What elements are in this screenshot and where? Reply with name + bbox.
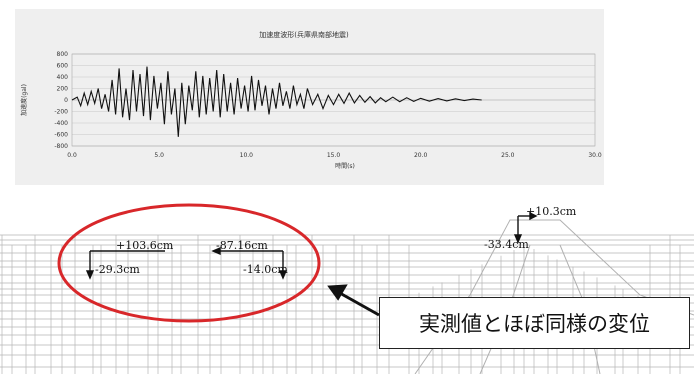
mesh-grid <box>0 234 694 374</box>
y-tick-label: -800 <box>54 143 68 150</box>
x-tick-label: 0.0 <box>67 152 77 159</box>
y-tick-label: 400 <box>57 74 69 81</box>
x-axis-label: 時間(s) <box>335 162 355 170</box>
x-tick-label: 25.0 <box>501 152 515 159</box>
acceleration-chart-panel: 加速度波形(兵庫県南部地震) 800 600 400 200 0 -200 -400 -600… <box>15 9 604 185</box>
callout-arrow <box>327 284 380 317</box>
x-tick-label: 10.0 <box>240 152 254 159</box>
acceleration-chart: 加速度波形(兵庫県南部地震) 800 600 400 200 0 -200 -400 -600… <box>20 30 602 170</box>
callout-text-box: 実測値とほぼ同様の変位 <box>379 297 690 349</box>
y-tick-label: 800 <box>57 51 69 58</box>
structure-mesh-diagram <box>0 203 694 374</box>
x-tick-label: 5.0 <box>154 152 164 159</box>
x-tick-label: 15.0 <box>327 152 341 159</box>
y-tick-label: -600 <box>54 132 68 139</box>
y-tick-labels: 800 600 400 200 0 -200 -400 -600 -800 <box>54 51 68 150</box>
displacement-label-1: +103.6cm <box>116 239 174 252</box>
y-tick-label: -400 <box>54 120 68 127</box>
acceleration-series-line <box>71 66 482 137</box>
displacement-label-3: -87.16cm <box>216 239 268 252</box>
displacement-label-2: -29.3cm <box>95 263 140 276</box>
x-tick-labels: 0.0 5.0 10.0 15.0 20.0 25.0 30.0 <box>67 152 602 159</box>
y-axis-label: 加速度(gal) <box>20 84 28 116</box>
y-tick-label: 200 <box>57 86 69 93</box>
displacement-arrows <box>85 211 538 280</box>
y-tick-label: -200 <box>54 109 68 116</box>
displacement-label-5: +10.3cm <box>526 205 577 218</box>
x-tick-label: 30.0 <box>588 152 602 159</box>
displacement-label-6: -33.4cm <box>484 238 529 251</box>
chart-gridlines <box>71 53 596 147</box>
highlight-ellipse <box>57 203 321 323</box>
y-tick-label: 0 <box>64 97 68 104</box>
y-tick-label: 600 <box>57 63 69 70</box>
chart-title: 加速度波形(兵庫県南部地震) <box>259 30 349 39</box>
displacement-label-4: -14.0cm <box>243 263 288 276</box>
x-tick-label: 20.0 <box>414 152 428 159</box>
callout-text: 実測値とほぼ同様の変位 <box>419 312 650 336</box>
